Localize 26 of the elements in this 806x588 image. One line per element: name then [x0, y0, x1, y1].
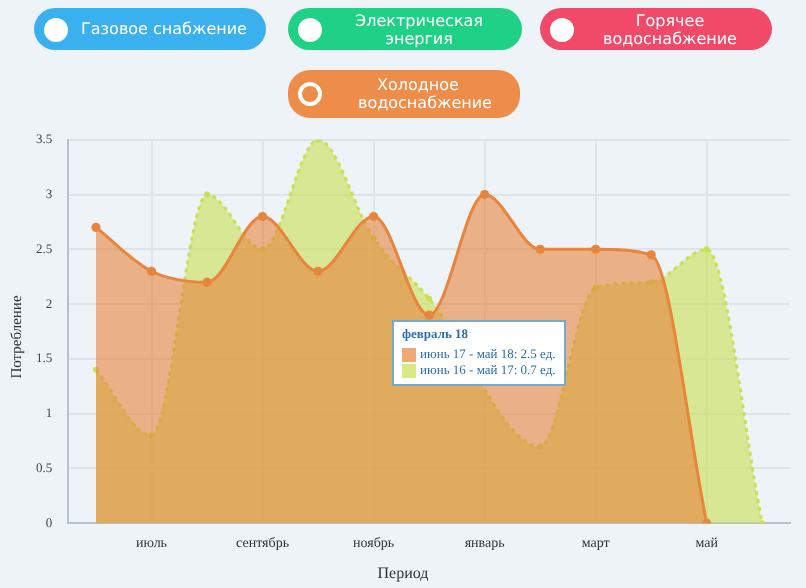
point: [424, 310, 434, 320]
point: [537, 443, 544, 450]
point: [592, 284, 599, 291]
text: Электрическая энергия: [353, 11, 485, 47]
x-axis-title: Период: [375, 564, 431, 582]
text: Газовое снабжение: [81, 20, 247, 38]
point: [703, 246, 710, 253]
point: [313, 266, 323, 276]
point: [535, 244, 545, 254]
point: [204, 191, 211, 198]
point: [369, 211, 379, 222]
point: [480, 189, 490, 200]
text: Холодное водоснабжение: [358, 76, 492, 112]
point: [202, 277, 212, 287]
point: [146, 266, 157, 276]
point: [257, 211, 268, 222]
point: [93, 366, 100, 373]
point: [648, 279, 655, 286]
point: [91, 222, 101, 233]
point: [148, 432, 155, 439]
text: Горячее водоснабжение: [601, 11, 739, 47]
point: [259, 246, 266, 253]
point: [370, 235, 377, 242]
point: [426, 295, 433, 302]
point: [591, 244, 601, 254]
point: [646, 250, 656, 260]
